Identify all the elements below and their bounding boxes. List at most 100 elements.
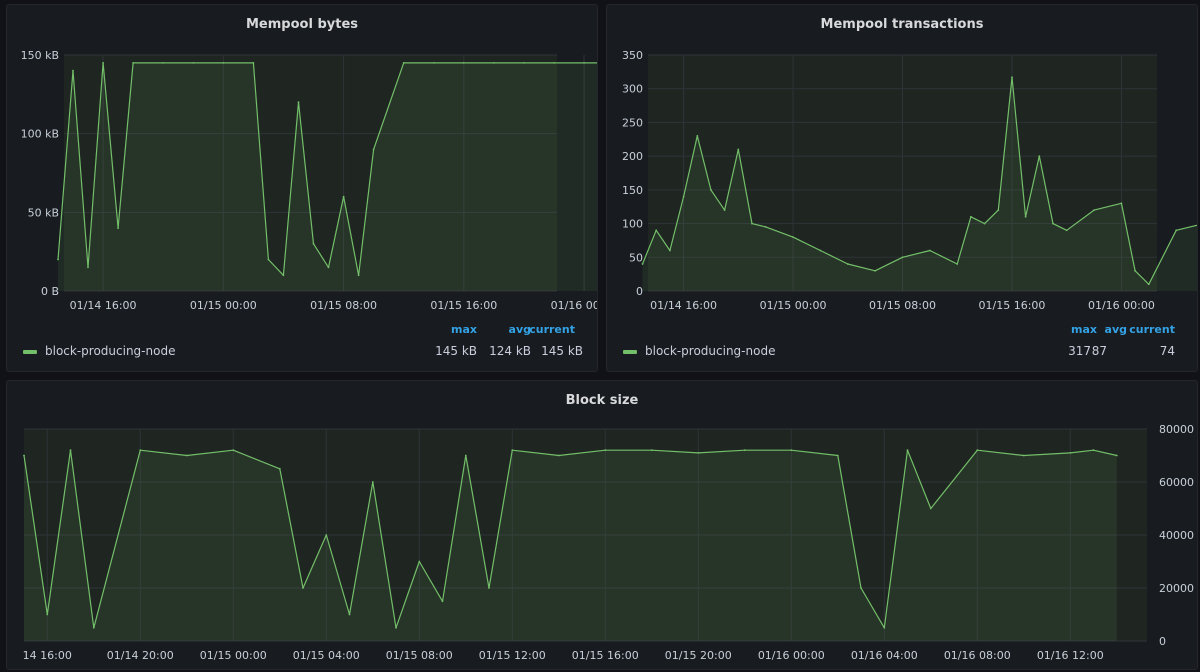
data-point xyxy=(297,101,300,104)
data-point xyxy=(302,587,304,589)
data-point xyxy=(819,249,822,252)
x-tick-label: 01/16 00:00 xyxy=(1088,299,1155,312)
y-tick-label: 0 B xyxy=(41,285,59,298)
x-tick-label: 01/15 16:00 xyxy=(430,299,497,312)
data-point xyxy=(792,236,794,239)
x-tick-label: 01/15 00:00 xyxy=(200,649,267,662)
data-point xyxy=(312,242,315,245)
data-point xyxy=(69,449,72,452)
x-tick-label: 01/16 00:00 xyxy=(551,299,598,312)
data-point xyxy=(357,274,360,277)
block-size-chart[interactable]: 0 20000 40000 60000 80000 14 16:00 01/14 20:00… xyxy=(7,381,1198,670)
data-point xyxy=(790,449,793,452)
legend-header-current[interactable]: current xyxy=(1129,323,1175,336)
data-point xyxy=(723,209,726,212)
data-point xyxy=(1024,215,1027,218)
y-tick-label: 150 kB xyxy=(21,49,59,62)
data-point xyxy=(185,454,188,457)
y-tick-label: 40000 xyxy=(1159,529,1194,542)
legend-header-max[interactable]: max xyxy=(451,323,477,336)
plot-area xyxy=(64,55,557,291)
legend-header-current[interactable]: current xyxy=(529,323,575,336)
x-tick-label: 01/16 04:00 xyxy=(851,649,918,662)
panel-title[interactable]: Mempool bytes xyxy=(246,17,358,32)
data-point xyxy=(697,452,700,454)
data-point xyxy=(1115,454,1118,457)
data-point xyxy=(402,62,405,64)
data-point xyxy=(553,62,555,64)
mempool-transactions-chart[interactable]: 0 50 100 150 200 250 300 350 01/14 16:00 01/15 00… xyxy=(607,5,1198,372)
series-area xyxy=(642,77,1197,291)
legend-series-name[interactable]: block-producing-node xyxy=(45,344,176,358)
data-point xyxy=(1120,202,1123,205)
data-point xyxy=(696,135,699,137)
y-tick-label: 50 kB xyxy=(28,206,59,219)
data-point xyxy=(23,454,25,457)
y-tick-label: 80000 xyxy=(1159,423,1194,436)
x-tick-label: 01/16 12:00 xyxy=(1037,649,1104,662)
data-point xyxy=(1134,269,1136,272)
legend-header-max[interactable]: max xyxy=(1071,323,1097,336)
legend-series-name[interactable]: block-producing-node xyxy=(645,344,776,358)
data-point xyxy=(710,189,712,191)
data-point xyxy=(1038,155,1041,158)
data-point xyxy=(1011,76,1013,79)
data-point xyxy=(139,449,142,452)
data-point xyxy=(557,454,560,457)
y-tick-label: 300 xyxy=(622,83,643,96)
data-point xyxy=(682,195,685,198)
data-point xyxy=(997,209,1000,212)
y-tick-label: 0 xyxy=(636,285,643,298)
data-point xyxy=(1093,209,1095,212)
data-point xyxy=(441,600,444,603)
legend-header-avg[interactable]: avg xyxy=(508,323,531,336)
data-point xyxy=(860,587,862,589)
data-point xyxy=(655,229,658,232)
panel-title[interactable]: Block size xyxy=(565,393,639,408)
legend-value-current: 74 xyxy=(1159,344,1175,358)
y-tick-label: 150 xyxy=(622,184,643,197)
y-tick-label: 100 kB xyxy=(21,128,59,141)
data-point xyxy=(641,263,644,265)
data-point xyxy=(1065,229,1068,232)
data-point xyxy=(348,613,351,616)
data-point xyxy=(983,222,986,225)
panel-title[interactable]: Mempool transactions xyxy=(820,17,984,32)
data-point xyxy=(342,195,345,198)
data-point xyxy=(267,258,270,261)
x-tick-label: 01/15 00:00 xyxy=(190,299,257,312)
legend-value-max: 145 kB xyxy=(435,344,477,358)
data-point xyxy=(901,256,904,259)
x-tick-label: 01/14 16:00 xyxy=(70,299,137,312)
data-point xyxy=(906,449,909,452)
legend-value-current: 145 kB xyxy=(541,344,583,358)
data-point xyxy=(232,449,235,452)
data-point xyxy=(604,449,607,452)
data-point xyxy=(970,215,972,218)
data-point xyxy=(462,62,465,64)
data-point xyxy=(523,62,525,64)
data-point xyxy=(669,249,671,252)
x-tick-label: 01/14 16:00 xyxy=(650,299,717,312)
x-tick-label: 01/15 00:00 xyxy=(760,299,827,312)
mempool-bytes-chart[interactable]: 0 B 50 kB 100 kB 150 kB 01/14 16:00 01/15 00:… xyxy=(7,5,598,372)
data-point xyxy=(327,266,330,269)
data-point xyxy=(372,148,375,151)
data-point xyxy=(46,613,49,616)
data-point xyxy=(252,62,255,64)
series-area xyxy=(24,450,1117,641)
data-point xyxy=(92,626,95,629)
legend-header-avg[interactable]: avg xyxy=(1104,323,1127,336)
y-tick-label: 60000 xyxy=(1159,476,1194,489)
panel-mempool-bytes: Mempool bytes 0 B 50 kB 100 kB 150 kB 01/14 … xyxy=(6,4,598,372)
data-point xyxy=(464,454,467,457)
series-line[interactable] xyxy=(23,449,1117,629)
series-area xyxy=(58,62,597,291)
data-point xyxy=(929,507,932,510)
legend-series-swatch xyxy=(623,350,637,354)
data-point xyxy=(371,481,374,483)
data-point xyxy=(432,62,435,64)
x-tick-label: 01/15 16:00 xyxy=(572,649,639,662)
data-point xyxy=(883,626,886,629)
y-tick-label: 350 xyxy=(622,49,643,62)
